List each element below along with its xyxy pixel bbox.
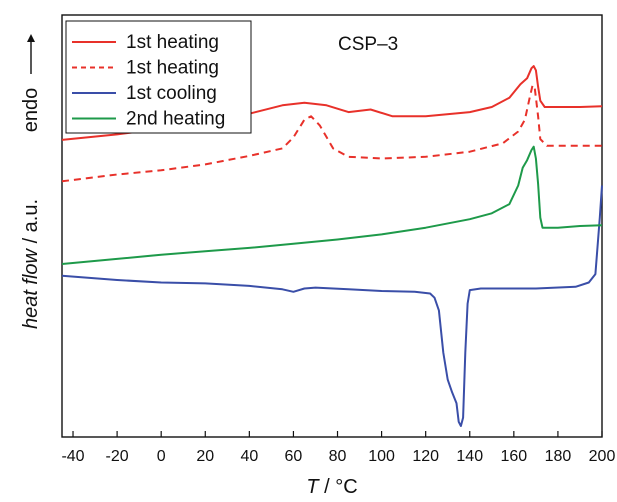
x-tick-label: -20 bbox=[106, 448, 129, 465]
x-tick-label: 120 bbox=[412, 448, 439, 465]
x-tick-label: 0 bbox=[157, 448, 166, 465]
x-tick-label: -40 bbox=[61, 448, 84, 465]
x-tick-label: 200 bbox=[589, 448, 616, 465]
x-tick-label: 100 bbox=[368, 448, 395, 465]
endo-label: endo bbox=[20, 88, 42, 133]
series-line-2 bbox=[61, 84, 602, 183]
x-tick-label: 60 bbox=[285, 448, 303, 465]
legend: 1st heating 1st heating 1st cooling 2nd hea… bbox=[65, 20, 252, 134]
x-axis-label: T / °C bbox=[306, 476, 357, 498]
endo-arrow-head bbox=[27, 34, 35, 42]
y-axis-label-main: heat flow bbox=[20, 247, 42, 329]
series-line-4 bbox=[61, 145, 603, 265]
x-tick-label: 140 bbox=[456, 448, 483, 465]
x-axis-label-unit: / °C bbox=[319, 476, 358, 498]
x-axis-ticks: -40 -20 0 20 40 60 80 100 120 140 160 180 200 bbox=[61, 431, 615, 465]
y-axis-label: heat flow / a.u. bbox=[20, 199, 42, 329]
series-line-3 bbox=[61, 185, 603, 427]
legend-label: 1st cooling bbox=[126, 83, 217, 104]
legend-label: 1st heating bbox=[126, 32, 219, 53]
legend-label: 1st heating bbox=[126, 58, 219, 79]
x-tick-label: 40 bbox=[240, 448, 258, 465]
x-tick-label: 20 bbox=[196, 448, 214, 465]
series-layer bbox=[61, 65, 603, 427]
x-tick-label: 180 bbox=[545, 448, 572, 465]
x-tick-label: 160 bbox=[500, 448, 527, 465]
legend-box bbox=[65, 20, 252, 134]
y-axis-label-group: heat flow / a.u. endo bbox=[20, 34, 42, 329]
legend-label: 2nd heating bbox=[126, 109, 225, 130]
x-axis-label-variable: T bbox=[306, 476, 320, 498]
x-tick-label: 80 bbox=[329, 448, 347, 465]
legend-items: 1st heating 1st heating 1st cooling 2nd hea… bbox=[72, 32, 225, 130]
y-axis-label-unit: / a.u. bbox=[20, 199, 42, 249]
chart-annotation: CSP–3 bbox=[338, 34, 398, 55]
series-line-1 bbox=[61, 65, 603, 141]
